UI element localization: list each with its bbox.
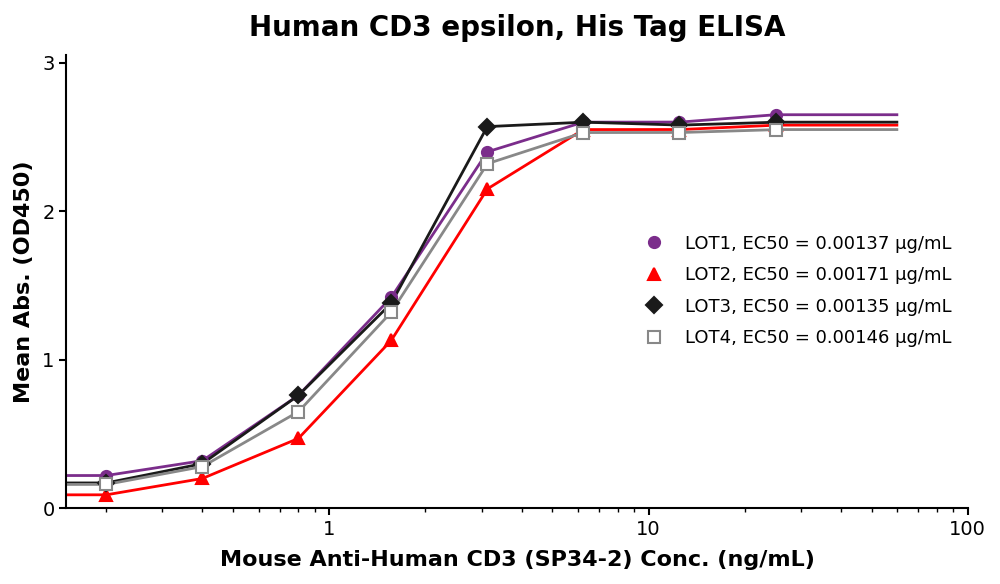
LOT1, EC50 = 0.00137 μg/mL <box>577 119 589 126</box>
LOT4, EC50 = 0.00146 μg/mL <box>385 309 397 316</box>
LOT3, EC50 = 0.00135 μg/mL <box>577 119 589 126</box>
Legend: LOT1, EC50 = 0.00137 μg/mL, LOT2, EC50 = 0.00171 μg/mL, LOT3, EC50 = 0.00135 μg/: LOT1, EC50 = 0.00137 μg/mL, LOT2, EC50 =… <box>627 227 959 354</box>
LOT3, EC50 = 0.00135 μg/mL <box>770 119 782 126</box>
LOT1, EC50 = 0.00137 μg/mL <box>292 392 304 399</box>
LOT1, EC50 = 0.00137 μg/mL <box>100 472 112 479</box>
LOT3, EC50 = 0.00135 μg/mL <box>100 479 112 486</box>
LOT4, EC50 = 0.00146 μg/mL <box>100 481 112 488</box>
LOT2, EC50 = 0.00171 μg/mL <box>481 186 493 193</box>
LOT2, EC50 = 0.00171 μg/mL <box>577 126 589 133</box>
LOT3, EC50 = 0.00135 μg/mL <box>385 300 397 307</box>
Y-axis label: Mean Abs. (OD450): Mean Abs. (OD450) <box>14 161 34 403</box>
LOT4, EC50 = 0.00146 μg/mL <box>196 463 208 470</box>
X-axis label: Mouse Anti-Human CD3 (SP34-2) Conc. (ng/mL): Mouse Anti-Human CD3 (SP34-2) Conc. (ng/… <box>220 550 814 570</box>
LOT4, EC50 = 0.00146 μg/mL <box>292 408 304 415</box>
Line: LOT1, EC50 = 0.00137 μg/mL: LOT1, EC50 = 0.00137 μg/mL <box>101 109 781 481</box>
LOT3, EC50 = 0.00135 μg/mL <box>292 392 304 399</box>
Line: LOT2, EC50 = 0.00171 μg/mL: LOT2, EC50 = 0.00171 μg/mL <box>101 120 781 500</box>
LOT1, EC50 = 0.00137 μg/mL <box>770 111 782 118</box>
LOT2, EC50 = 0.00171 μg/mL <box>770 121 782 128</box>
LOT1, EC50 = 0.00137 μg/mL <box>481 148 493 155</box>
LOT4, EC50 = 0.00146 μg/mL <box>577 129 589 136</box>
LOT2, EC50 = 0.00171 μg/mL <box>673 126 685 133</box>
LOT2, EC50 = 0.00171 μg/mL <box>100 491 112 498</box>
LOT2, EC50 = 0.00171 μg/mL <box>196 475 208 482</box>
Title: Human CD3 epsilon, His Tag ELISA: Human CD3 epsilon, His Tag ELISA <box>249 14 785 42</box>
LOT1, EC50 = 0.00137 μg/mL <box>385 294 397 301</box>
LOT3, EC50 = 0.00135 μg/mL <box>481 123 493 130</box>
LOT3, EC50 = 0.00135 μg/mL <box>196 460 208 467</box>
Line: LOT4, EC50 = 0.00146 μg/mL: LOT4, EC50 = 0.00146 μg/mL <box>101 124 781 490</box>
LOT4, EC50 = 0.00146 μg/mL <box>673 129 685 136</box>
LOT1, EC50 = 0.00137 μg/mL <box>196 457 208 464</box>
LOT2, EC50 = 0.00171 μg/mL <box>292 435 304 442</box>
LOT2, EC50 = 0.00171 μg/mL <box>385 337 397 344</box>
Line: LOT3, EC50 = 0.00135 μg/mL: LOT3, EC50 = 0.00135 μg/mL <box>101 117 781 488</box>
LOT4, EC50 = 0.00146 μg/mL <box>481 160 493 167</box>
LOT4, EC50 = 0.00146 μg/mL <box>770 126 782 133</box>
LOT3, EC50 = 0.00135 μg/mL <box>673 121 685 128</box>
LOT1, EC50 = 0.00137 μg/mL <box>673 119 685 126</box>
